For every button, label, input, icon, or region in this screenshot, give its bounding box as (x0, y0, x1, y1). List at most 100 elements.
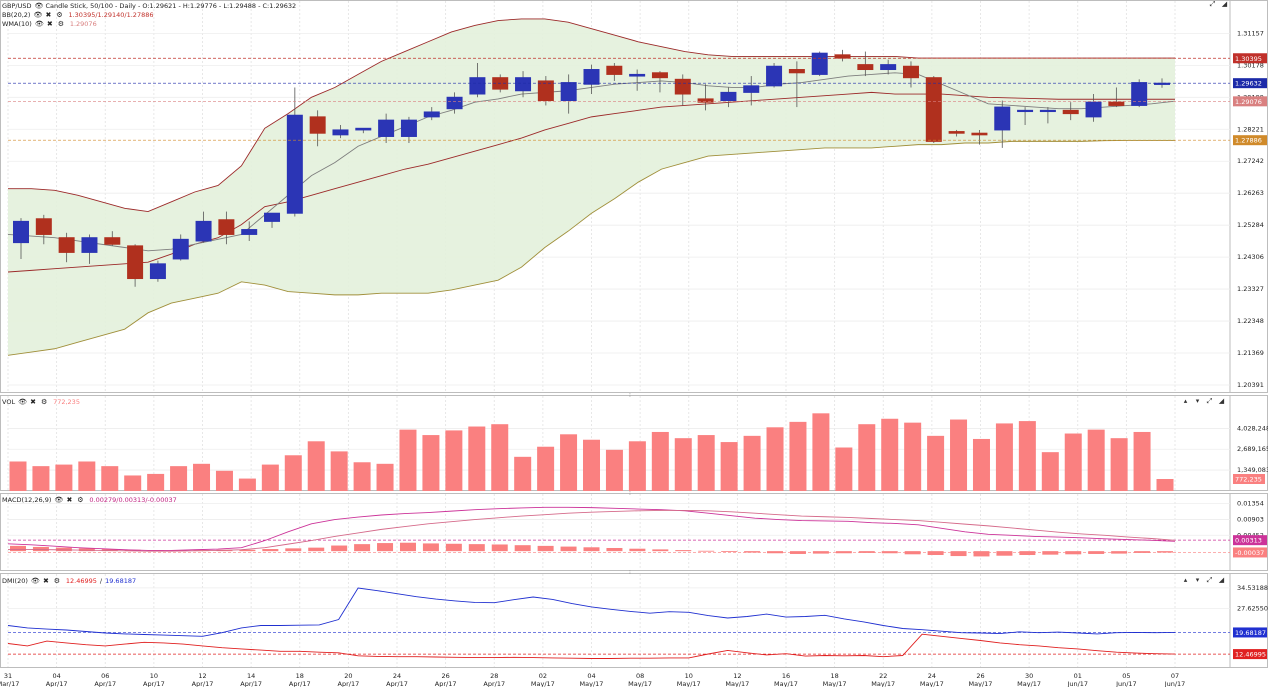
vol-value: 772,235 (53, 397, 80, 406)
study-line: Candle Stick, 50/100 - Daily - O:1.29621… (45, 1, 297, 10)
macd-tag-box (1233, 535, 1267, 546)
macd-histogram-bar (629, 548, 646, 552)
volume-bar (376, 463, 394, 491)
x-tick-day: 22 (879, 672, 887, 680)
volume-bar (950, 419, 968, 491)
macd-histogram-bar (78, 548, 95, 552)
candle-bear (606, 65, 623, 75)
volume-bar (789, 421, 807, 491)
volume-bar (1156, 479, 1174, 491)
candle-bear (674, 78, 691, 95)
macd-histogram-bar (1111, 551, 1128, 554)
wma-eye-icon[interactable]: 👁 (34, 19, 44, 28)
candle-bear (834, 54, 851, 59)
x-tick-day: 24 (393, 672, 401, 680)
candle-bull (446, 96, 463, 110)
macd-histogram-bar (399, 542, 416, 552)
vol-up-icon[interactable]: ▴ (1183, 397, 1188, 405)
bb-gear-icon[interactable]: ⚙ (56, 10, 63, 19)
price-collapse-icon[interactable]: ◢ (1221, 0, 1228, 8)
dmi-close-icon[interactable]: ✖ (42, 576, 49, 585)
dmi-tag-label: 19.68187 (1235, 629, 1266, 637)
candle-bull (743, 85, 760, 93)
candle-bull (880, 64, 897, 71)
vol-eye-icon[interactable]: 👁 (18, 397, 27, 406)
dmi-resize-grip[interactable]: ⁝ (629, 569, 631, 576)
macd-histogram-bar (1042, 551, 1059, 555)
macd-histogram-bar (1134, 551, 1151, 553)
x-tick-day: 26 (441, 672, 449, 680)
candle-bull (515, 77, 532, 92)
candle-bear (104, 237, 121, 245)
macd-close-icon[interactable]: ✖ (66, 495, 73, 504)
price-tag-box (1233, 135, 1267, 146)
volume-bar (583, 439, 600, 491)
candle-bull (583, 69, 600, 85)
wma-gear-icon[interactable]: ⚙ (57, 19, 64, 28)
dmi-collapse-icon[interactable]: ◢ (1218, 576, 1225, 584)
volume-y-tick: 4,028,248 (1237, 424, 1268, 432)
macd-eye-icon[interactable]: 👁 (54, 495, 64, 504)
bb-values: 1.30395/1.29140/1.27886 (68, 10, 154, 19)
vol-resize-grip[interactable]: ⁝ (629, 392, 631, 399)
volume-bar (353, 462, 371, 491)
macd-histogram-bar (904, 551, 921, 555)
dmi-gear-icon[interactable]: ⚙ (53, 576, 61, 585)
volume-bar (124, 475, 142, 491)
dmi-tag-label: 12.46995 (1235, 651, 1266, 659)
volume-bar (445, 430, 463, 491)
price-expand-icon[interactable]: ⤢ (1209, 0, 1216, 8)
macd-resize-grip[interactable]: ⁝ (629, 490, 631, 497)
wma-close-icon[interactable]: ✖ (46, 19, 53, 28)
price-y-tick: 1.24306 (1237, 253, 1264, 261)
candle-bear (58, 237, 75, 253)
volume-bar (812, 413, 830, 491)
macd-histogram-bar (652, 549, 669, 552)
dmi-up-icon[interactable]: ▴ (1183, 576, 1188, 584)
volume-y-tick: 2,689,165 (1237, 445, 1268, 453)
macd-histogram-bar (468, 544, 485, 552)
price-eye-icon[interactable]: 👁 (34, 1, 44, 10)
bb-close-icon[interactable]: ✖ (45, 10, 52, 19)
volume-bar (605, 449, 623, 491)
vol-close-icon[interactable]: ✖ (30, 397, 37, 406)
macd-histogram-bar (239, 549, 256, 552)
dmi-expand-icon[interactable]: ⤢ (1206, 576, 1213, 584)
x-tick-month: May/17 (774, 680, 798, 687)
macd-gear-icon[interactable]: ⚙ (77, 495, 84, 504)
macd-y-tick: 0.01354 (1237, 500, 1264, 508)
dmi-down-icon[interactable]: ▾ (1195, 576, 1200, 584)
vol-expand-icon[interactable]: ⤢ (1206, 397, 1213, 405)
vol-label: VOL (2, 397, 16, 406)
macd-histogram-bar (101, 549, 118, 552)
x-tick-month: Apr/17 (192, 680, 214, 687)
candle-bear (902, 65, 919, 79)
macd-histogram-bar (858, 551, 875, 553)
x-tick-day: 10 (685, 672, 693, 680)
volume-bar (697, 435, 715, 491)
bb-eye-icon[interactable]: 👁 (33, 10, 43, 19)
price-y-tick: 1.30178 (1237, 61, 1264, 69)
price-legend: GBP/USD 👁 Candle Stick, 50/100 - Daily -… (2, 1, 296, 10)
vol-gear-icon[interactable]: ⚙ (40, 397, 48, 406)
macd-histogram-bar (583, 547, 600, 552)
x-tick-day: 24 (928, 672, 936, 680)
candle-bull (241, 229, 258, 235)
volume-bar (215, 470, 233, 491)
candle-bull (766, 65, 783, 87)
vol-collapse-icon[interactable]: ◢ (1218, 397, 1225, 405)
candle-bear (127, 245, 144, 280)
candle-bear (218, 219, 235, 235)
macd-histogram-bar (812, 551, 829, 554)
volume-bar (560, 434, 578, 491)
macd-legend: MACD(12,26,9) 👁 ✖ ⚙ 0.00279/0.00313/-0.0… (2, 495, 177, 504)
vol-down-icon[interactable]: ▾ (1195, 397, 1200, 405)
price-tag-box (1233, 78, 1267, 89)
volume-y-tick: 1,349,083 (1237, 466, 1268, 474)
price-y-tick: 1.20391 (1237, 381, 1264, 389)
dmi-panel-controls: ▴ ▾ ⤢ ◢ (1181, 576, 1226, 585)
dmi-eye-icon[interactable]: 👁 (30, 576, 40, 585)
macd-histogram-bar (767, 551, 784, 554)
volume-bar (399, 429, 417, 491)
